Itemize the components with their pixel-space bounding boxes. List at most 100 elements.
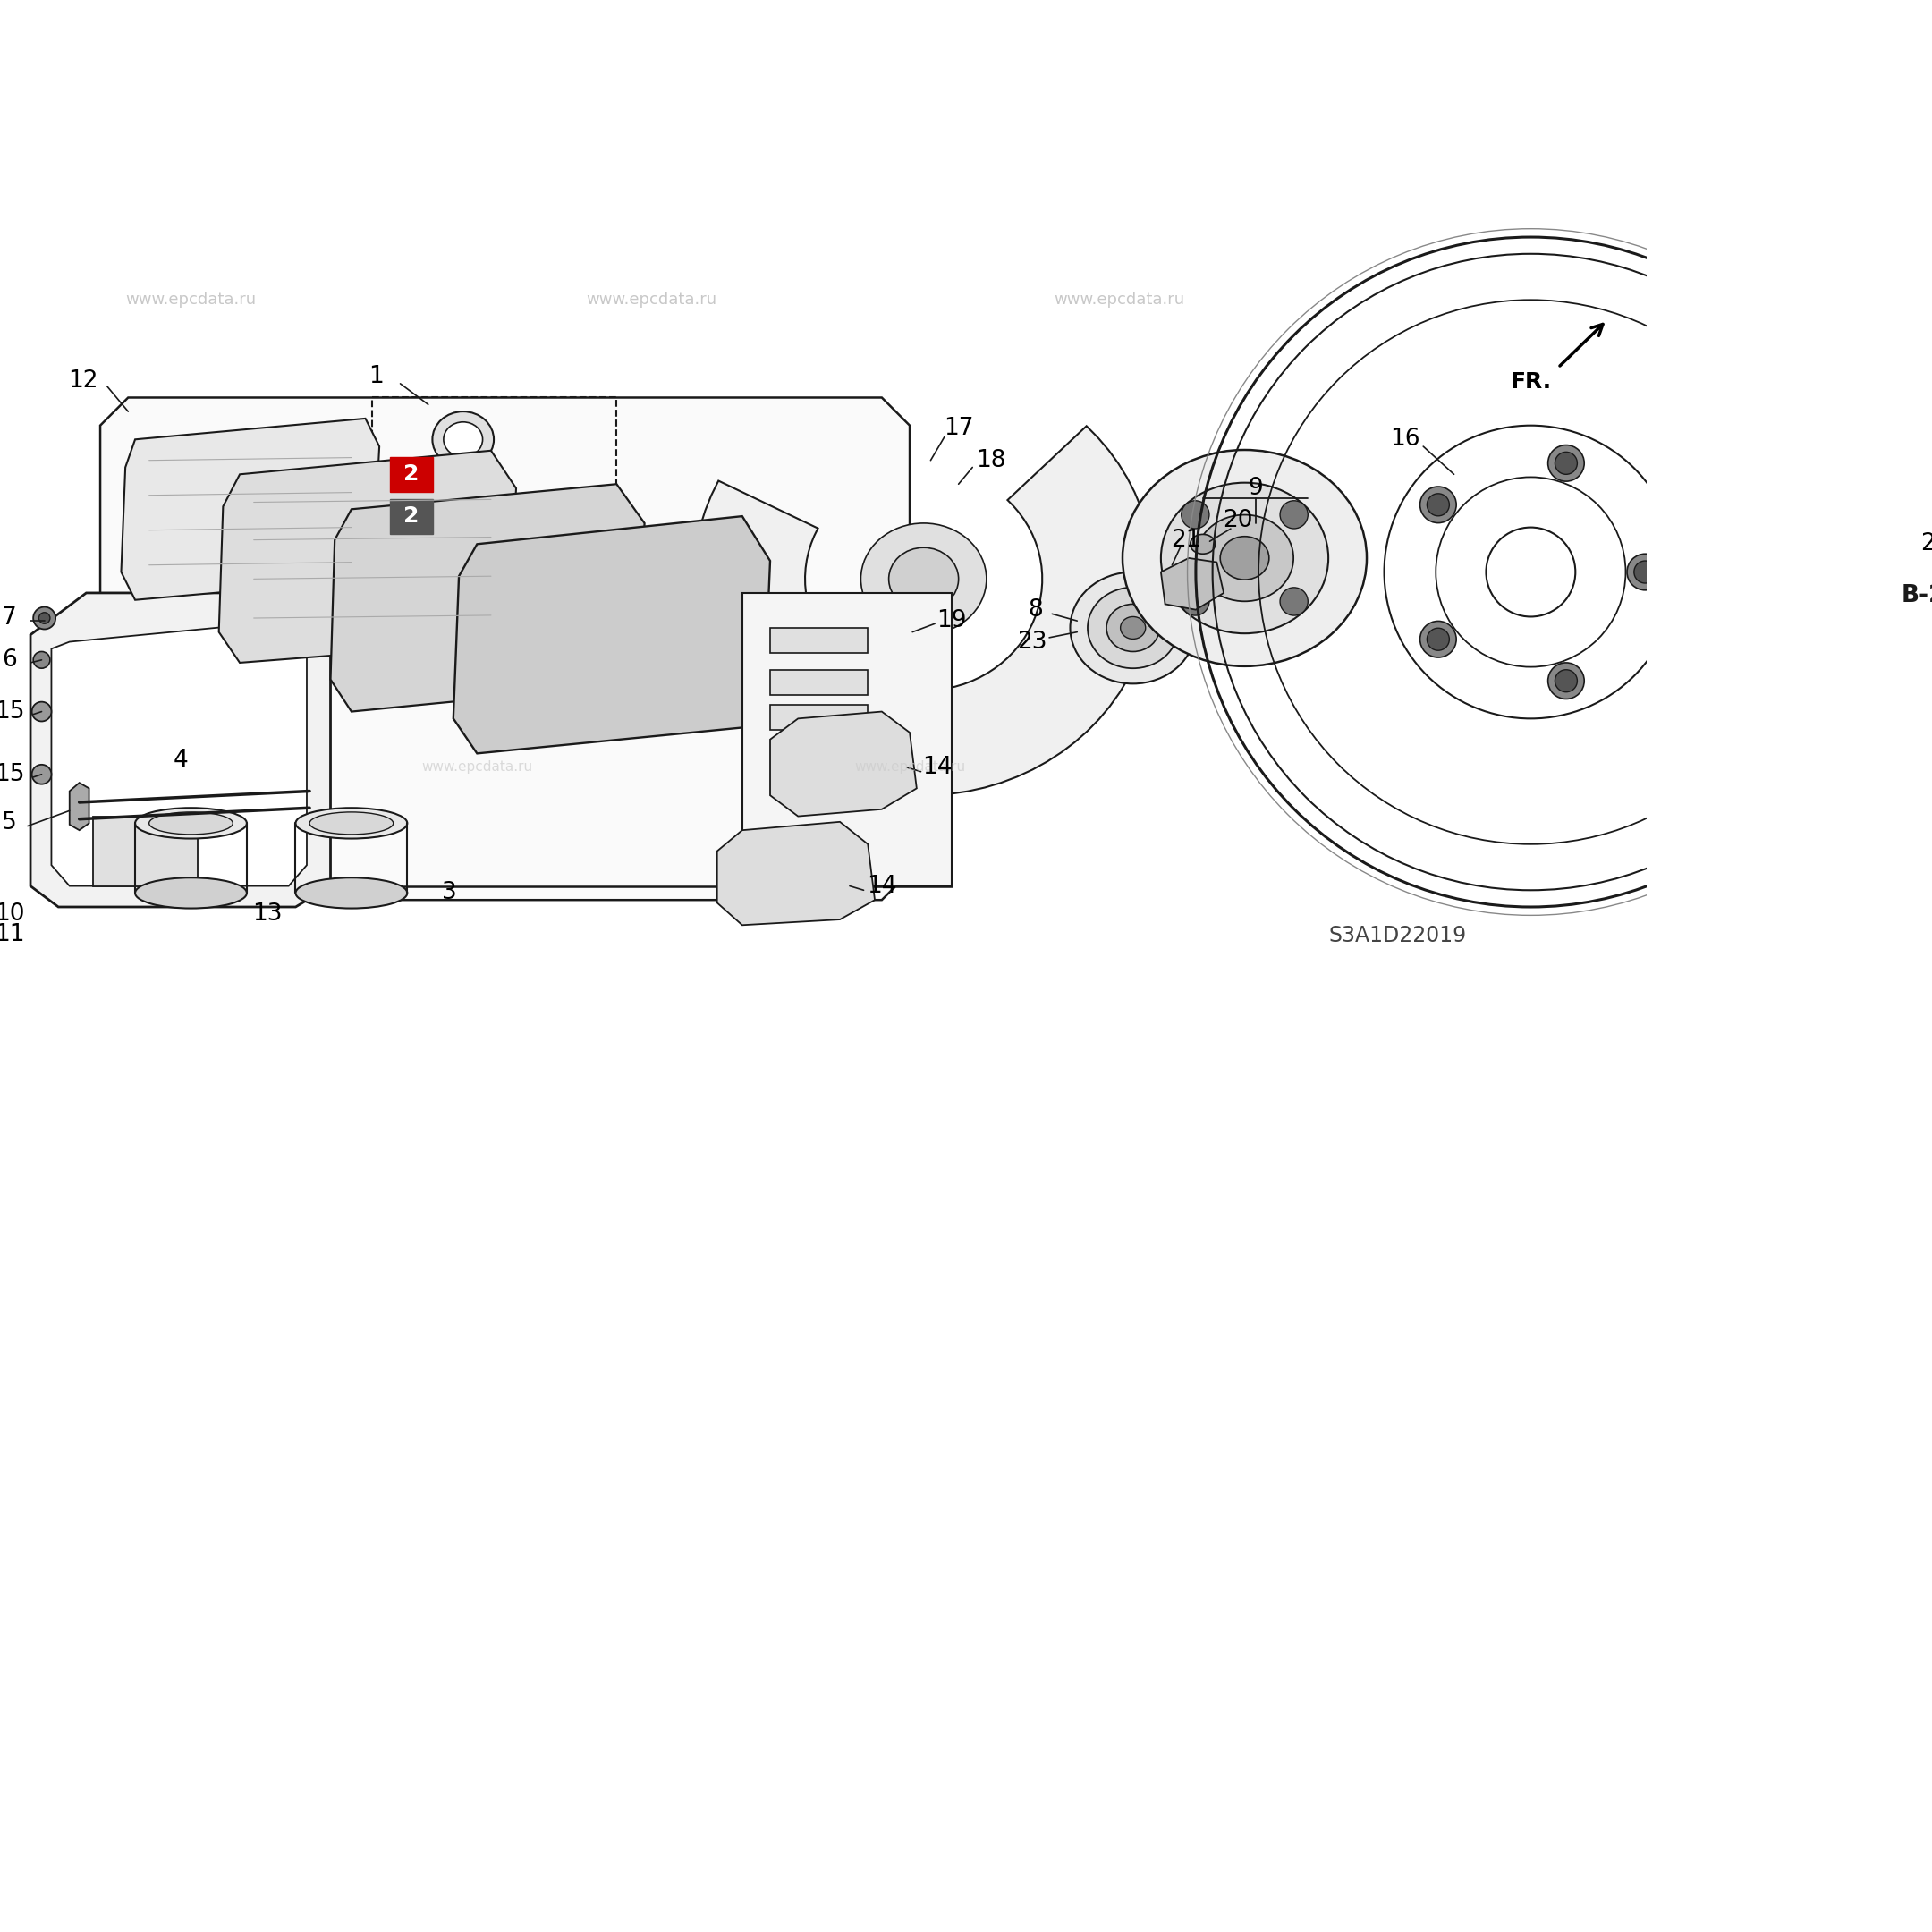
Circle shape [1281,500,1308,529]
Ellipse shape [1161,483,1329,634]
Ellipse shape [296,877,408,908]
Polygon shape [93,815,197,887]
Ellipse shape [1107,605,1159,651]
Ellipse shape [1196,514,1294,601]
Circle shape [31,765,52,784]
Circle shape [1548,663,1584,699]
Text: 2: 2 [404,506,419,527]
Ellipse shape [1088,587,1179,668]
Ellipse shape [309,811,394,835]
Text: 21: 21 [1171,527,1202,551]
Polygon shape [771,628,867,653]
Ellipse shape [135,808,247,838]
Text: FR.: FR. [1511,371,1551,392]
Circle shape [1913,659,1932,697]
Text: 20: 20 [1223,508,1252,531]
Text: www.epcdata.ru: www.epcdata.ru [1053,292,1184,307]
Circle shape [31,701,52,721]
Polygon shape [717,821,875,925]
Circle shape [1627,554,1663,589]
Polygon shape [52,620,307,887]
Circle shape [1420,622,1457,657]
Text: 11: 11 [0,923,25,947]
Ellipse shape [889,547,958,611]
Polygon shape [771,670,867,696]
Circle shape [1281,587,1308,616]
Circle shape [1428,628,1449,651]
Polygon shape [771,711,916,815]
Circle shape [1555,452,1577,475]
Ellipse shape [1122,450,1366,667]
Polygon shape [1161,558,1223,611]
Circle shape [1420,487,1457,524]
Circle shape [33,651,50,668]
Text: 19: 19 [937,609,966,632]
Text: 23: 23 [1018,630,1047,653]
Circle shape [1891,549,1911,568]
Circle shape [1901,647,1932,709]
Text: 4: 4 [174,750,189,773]
Circle shape [1548,444,1584,481]
Text: 9: 9 [1248,477,1264,500]
Polygon shape [742,593,952,887]
Text: 2: 2 [404,464,419,485]
Text: B-21: B-21 [1901,583,1932,607]
Text: 16: 16 [1391,427,1420,450]
Text: 7: 7 [2,607,17,630]
Text: 10: 10 [0,902,25,925]
Ellipse shape [386,460,413,485]
Circle shape [1428,493,1449,516]
Text: 14: 14 [867,875,896,898]
Polygon shape [218,450,516,663]
Text: 17: 17 [943,417,974,440]
Text: 22: 22 [1920,533,1932,556]
Ellipse shape [1121,616,1146,639]
Polygon shape [31,593,330,906]
Text: 5: 5 [2,811,17,835]
Text: 14: 14 [923,755,952,779]
Polygon shape [330,485,645,711]
Polygon shape [771,705,867,730]
Text: www.epcdata.ru: www.epcdata.ru [854,761,966,775]
Ellipse shape [444,421,483,456]
Ellipse shape [429,473,497,531]
Ellipse shape [1070,572,1196,684]
Polygon shape [694,427,1153,796]
Text: S3A1D22019: S3A1D22019 [1329,925,1466,947]
Text: www.epcdata.ru: www.epcdata.ru [126,292,257,307]
Text: 12: 12 [68,369,99,392]
Text: 13: 13 [253,902,282,925]
Circle shape [33,607,56,630]
Ellipse shape [862,524,987,636]
Text: 6: 6 [2,649,17,672]
Text: 8: 8 [1028,599,1043,622]
Circle shape [1634,560,1656,583]
FancyBboxPatch shape [390,456,433,493]
Ellipse shape [442,483,485,522]
Polygon shape [122,419,379,601]
Circle shape [1555,670,1577,692]
FancyBboxPatch shape [390,498,433,533]
Ellipse shape [296,808,408,838]
Text: 15: 15 [0,699,25,723]
Circle shape [1180,587,1209,616]
Polygon shape [400,545,539,601]
Ellipse shape [433,412,495,468]
Circle shape [39,612,50,624]
Ellipse shape [1221,537,1269,580]
Text: 18: 18 [976,448,1007,471]
Circle shape [1884,541,1917,576]
Text: 1: 1 [369,365,384,388]
Polygon shape [454,516,771,753]
Text: 3: 3 [442,881,456,904]
Ellipse shape [1190,535,1215,554]
Bar [1859,620,1932,736]
Circle shape [1922,670,1932,686]
Ellipse shape [135,877,247,908]
Polygon shape [70,782,89,831]
Text: www.epcdata.ru: www.epcdata.ru [421,761,533,775]
Polygon shape [100,398,910,900]
Text: www.epcdata.ru: www.epcdata.ru [585,292,717,307]
Circle shape [1180,500,1209,529]
Ellipse shape [392,464,410,479]
